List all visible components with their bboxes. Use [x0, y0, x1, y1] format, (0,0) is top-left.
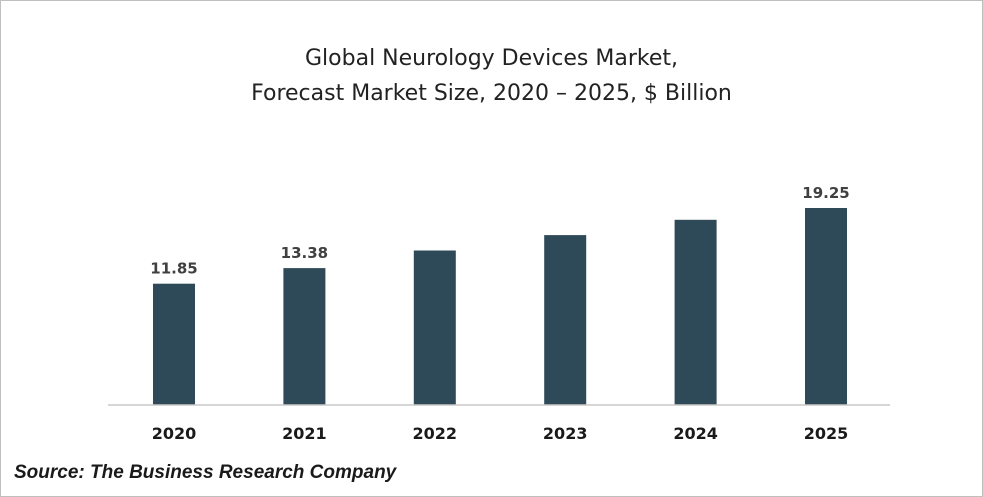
x-tick-2024: 2024 — [673, 424, 718, 443]
bar-2025 — [805, 208, 847, 405]
chart-subtitle: Forecast Market Size, 2020 – 2025, $ Bil… — [251, 81, 732, 106]
bar-2023 — [544, 235, 587, 405]
bar-2021 — [283, 268, 326, 405]
labels-layer: 11.85 13.38 19.25 — [150, 184, 849, 278]
source-note: Source: The Business Research Company — [14, 462, 397, 483]
x-tick-2020: 2020 — [152, 424, 197, 443]
bars-layer — [153, 208, 847, 405]
bar-2020 — [153, 283, 195, 405]
x-tick-2022: 2022 — [413, 424, 458, 443]
data-label-2021: 13.38 — [281, 244, 328, 262]
data-label-2020: 11.85 — [150, 260, 197, 278]
data-label-2025: 19.25 — [802, 184, 849, 202]
x-tick-2021: 2021 — [282, 424, 327, 443]
x-axis-ticks: 2020 2021 2022 2023 2024 2025 — [152, 424, 849, 443]
bar-2024 — [674, 219, 717, 405]
x-tick-2025: 2025 — [804, 424, 849, 443]
x-tick-2023: 2023 — [543, 424, 588, 443]
chart-title: Global Neurology Devices Market, — [305, 46, 678, 71]
bar-2022 — [413, 250, 456, 405]
